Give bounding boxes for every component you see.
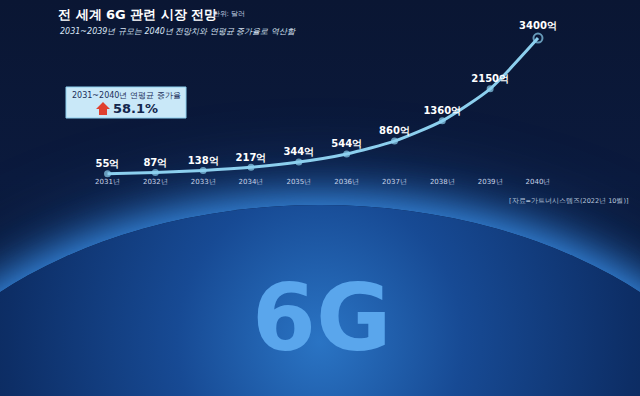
svg-text:2039년: 2039년 <box>478 178 503 186</box>
svg-text:2032년: 2032년 <box>143 178 168 186</box>
svg-text:2038년: 2038년 <box>430 178 455 186</box>
svg-text:87억: 87억 <box>143 157 167 168</box>
svg-text:544억: 544억 <box>331 138 362 149</box>
svg-text:전 세계 6G 관련 시장 전망: 전 세계 6G 관련 시장 전망 <box>58 7 217 22</box>
svg-text:[자료=가트너시스템즈(2022년 10월)]: [자료=가트너시스템즈(2022년 10월)] <box>509 197 628 205</box>
svg-text:2150억: 2150억 <box>471 73 509 84</box>
svg-text:2037년: 2037년 <box>382 178 407 186</box>
svg-text:6G: 6G <box>252 265 392 372</box>
svg-text:2031년: 2031년 <box>95 178 120 186</box>
svg-text:55억: 55억 <box>96 158 120 169</box>
svg-text:217억: 217억 <box>236 152 267 163</box>
svg-text:2031~2040년 연평균 증가율: 2031~2040년 연평균 증가율 <box>72 91 181 100</box>
svg-text:2031~2039년 규모는 2040년 전망치와 연평균: 2031~2039년 규모는 2040년 전망치와 연평균 증가율로 역산함 <box>60 27 296 36</box>
svg-text:860억: 860억 <box>379 125 410 136</box>
svg-text:58.1%: 58.1% <box>113 101 158 116</box>
svg-text:*단위: 달러: *단위: 달러 <box>209 10 245 18</box>
svg-text:3400억: 3400억 <box>519 20 557 31</box>
svg-text:2036년: 2036년 <box>334 178 359 186</box>
svg-text:2035년: 2035년 <box>286 178 311 186</box>
svg-text:2033년: 2033년 <box>191 178 216 186</box>
svg-text:344억: 344억 <box>283 146 314 157</box>
svg-text:2040년: 2040년 <box>526 178 551 186</box>
svg-text:1360억: 1360억 <box>423 105 461 116</box>
svg-text:138억: 138억 <box>188 155 219 166</box>
svg-text:2034년: 2034년 <box>239 178 264 186</box>
